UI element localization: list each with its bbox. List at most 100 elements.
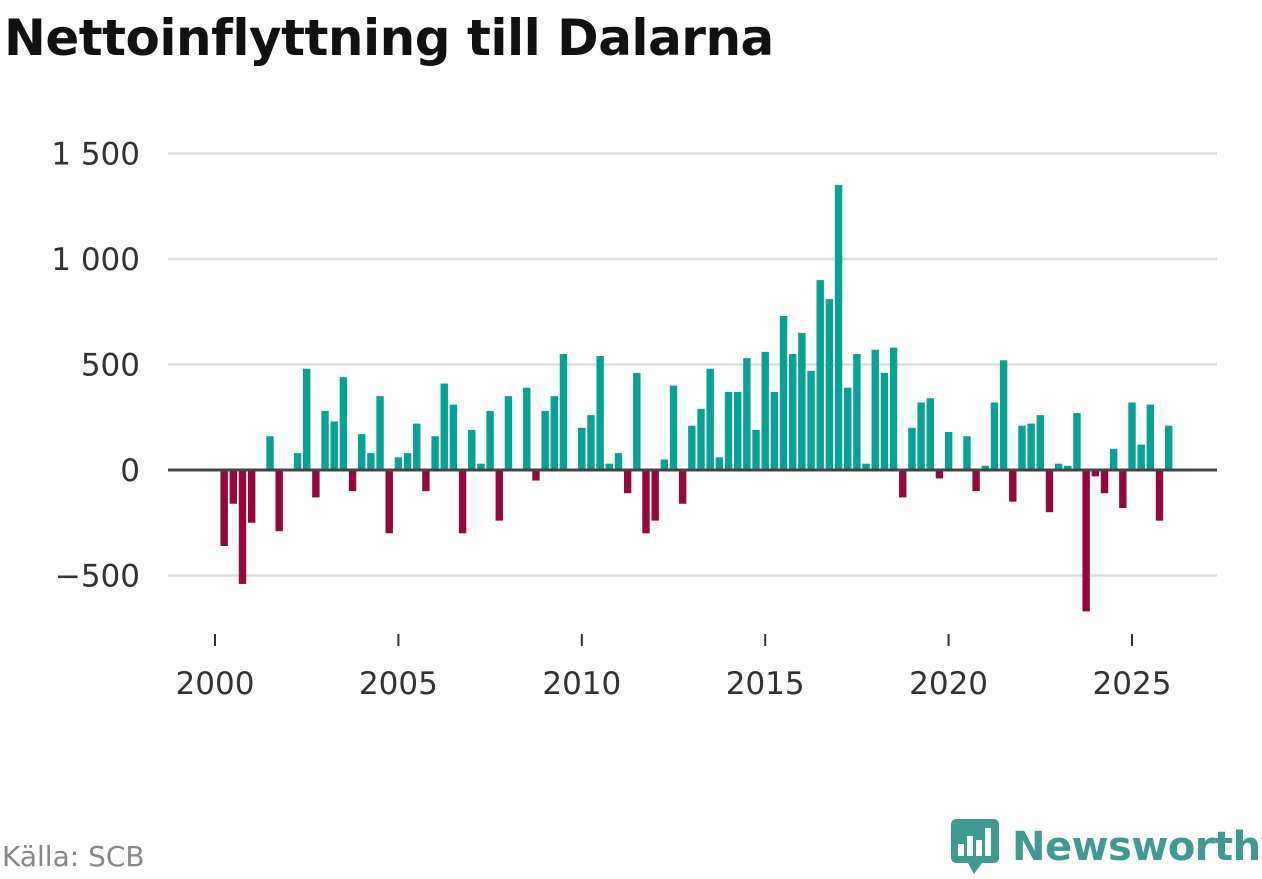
bar xyxy=(1073,413,1081,470)
x-tick-label: 2005 xyxy=(359,666,438,702)
x-tick-label: 2015 xyxy=(726,666,805,702)
bar xyxy=(651,470,659,521)
bar xyxy=(550,396,558,470)
source-label: Källa: SCB xyxy=(2,840,145,873)
bar xyxy=(752,429,760,470)
bar xyxy=(880,372,889,470)
bar xyxy=(697,408,705,470)
bar xyxy=(633,372,641,470)
bar xyxy=(706,368,714,470)
bar xyxy=(486,410,494,470)
bar xyxy=(321,410,329,470)
bar xyxy=(523,387,531,470)
y-tick-label: 500 xyxy=(81,348,140,384)
bar xyxy=(596,356,604,470)
bar xyxy=(853,353,861,470)
chart-title: Nettoinflyttning till Dalarna xyxy=(4,9,774,67)
bar xyxy=(743,358,751,470)
bar xyxy=(1018,425,1026,470)
bar xyxy=(477,463,485,470)
bar xyxy=(972,470,980,492)
bar xyxy=(871,349,879,470)
bar xyxy=(495,470,503,521)
bar xyxy=(761,351,769,470)
bar xyxy=(468,429,476,470)
bar xyxy=(1045,470,1054,513)
bar xyxy=(348,470,357,492)
newsworthy-logo-icon xyxy=(951,819,999,874)
bar xyxy=(1119,470,1127,508)
bar xyxy=(944,432,953,470)
bar xyxy=(798,332,806,470)
bar xyxy=(660,459,669,470)
bar xyxy=(1091,470,1100,477)
bar xyxy=(1137,444,1145,470)
bar xyxy=(220,470,228,546)
brand-name: Newsworthy xyxy=(1012,824,1262,870)
bar xyxy=(1128,402,1136,470)
bar xyxy=(908,427,916,470)
bar xyxy=(358,434,366,470)
bar xyxy=(605,463,614,470)
x-tick-label: 2025 xyxy=(1093,666,1172,702)
bar xyxy=(981,465,989,470)
bar xyxy=(935,470,944,479)
bar xyxy=(963,436,971,470)
bar-chart: −500 0 500 1 000 1 500 2000 2005 2010 2015 2020 20… xyxy=(51,137,1217,702)
y-tick-label: 1 500 xyxy=(51,137,140,173)
bar xyxy=(1146,404,1155,470)
bar xyxy=(1100,470,1109,494)
bar xyxy=(403,453,412,470)
bar xyxy=(275,470,283,532)
bar xyxy=(449,404,458,470)
bar xyxy=(899,470,907,498)
bar xyxy=(834,185,843,470)
bar xyxy=(789,353,797,470)
bar xyxy=(1082,470,1090,612)
bar xyxy=(844,387,852,470)
bar xyxy=(917,402,925,470)
bar xyxy=(642,470,650,534)
bar xyxy=(825,299,834,470)
bar xyxy=(587,415,595,470)
axes: −500 0 500 1 000 1 500 2000 2005 2010 2015 2020 20… xyxy=(51,137,1217,702)
bar xyxy=(504,396,513,470)
bar xyxy=(688,425,696,470)
bar xyxy=(339,377,348,470)
bar xyxy=(266,436,274,470)
bar xyxy=(990,402,999,470)
bar xyxy=(413,423,421,470)
bar xyxy=(1036,415,1044,470)
bar xyxy=(559,353,568,470)
bar xyxy=(229,470,238,504)
bar xyxy=(303,368,311,470)
bar xyxy=(312,470,320,498)
bar xyxy=(678,470,687,504)
bar xyxy=(816,280,824,470)
bar xyxy=(999,360,1008,470)
y-tick-label: 1 000 xyxy=(51,242,140,278)
bar xyxy=(330,421,338,470)
bar xyxy=(715,457,724,470)
bar xyxy=(238,470,247,584)
x-tick-label: 2020 xyxy=(909,666,988,702)
bar xyxy=(293,453,302,470)
bar xyxy=(889,347,898,470)
bar xyxy=(1109,448,1118,470)
bar xyxy=(578,427,586,470)
bar xyxy=(1164,425,1173,470)
bar xyxy=(733,391,742,470)
bar xyxy=(367,453,375,470)
bar xyxy=(779,315,788,470)
bars xyxy=(220,185,1173,612)
bar xyxy=(724,391,733,470)
bar xyxy=(1155,470,1164,521)
bar xyxy=(541,410,549,470)
bar xyxy=(247,470,256,523)
bar xyxy=(1009,470,1017,502)
y-tick-label: 0 xyxy=(120,453,140,489)
x-tick-label: 2000 xyxy=(176,666,255,702)
bar xyxy=(926,398,934,470)
bar xyxy=(1064,465,1072,470)
bar xyxy=(376,396,384,470)
